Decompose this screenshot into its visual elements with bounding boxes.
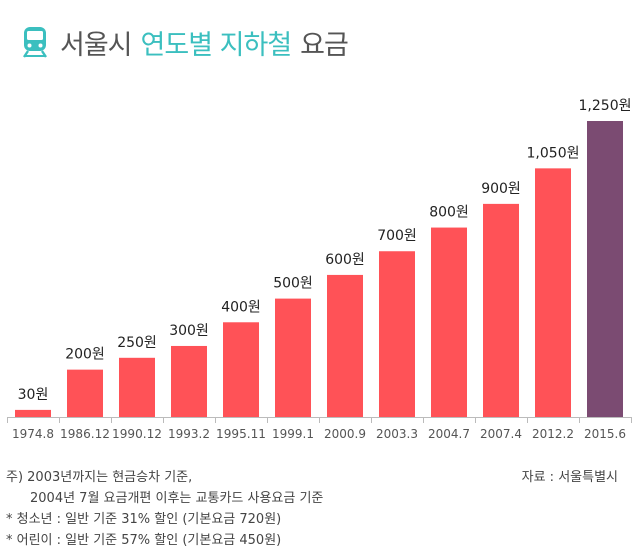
bar-1995.11 — [223, 322, 259, 417]
value-label: 30원 — [18, 387, 49, 403]
value-label: 1,050원 — [527, 145, 580, 161]
bar-1990.12 — [119, 357, 155, 417]
x-tick-label: 1990.12 — [112, 427, 162, 441]
footnote-3: * 청소년 : 일반 기준 31% 할인 (기본요금 720원) — [6, 512, 282, 527]
value-label: 200원 — [65, 347, 105, 363]
x-tick-label: 1995.11 — [216, 427, 266, 441]
bar-1986.12 — [67, 369, 103, 417]
subway-train-icon — [23, 27, 47, 58]
x-tick-label: 1999.1 — [272, 427, 314, 441]
bar-2007.4 — [483, 203, 519, 417]
bar-chart: 30원 1974.8 200원 1986.12 250원 1990.12 300원 1993.… — [7, 98, 632, 441]
bar-1993.2 — [171, 345, 207, 417]
source-note: 자료 : 서울특별시 — [521, 470, 618, 485]
value-label: 900원 — [481, 181, 521, 197]
bar-2004.7 — [431, 227, 467, 417]
x-tick-label: 2004.7 — [428, 427, 470, 441]
bar-2015.6 — [587, 121, 623, 417]
x-tick-label: 2000.9 — [324, 427, 366, 441]
value-label: 600원 — [325, 252, 365, 268]
x-tick-label: 2015.6 — [584, 427, 626, 441]
value-label: 800원 — [429, 205, 469, 221]
footnote-1: 주) 2003년까지는 현금승차 기준, — [6, 470, 193, 485]
value-label: 400원 — [221, 299, 261, 315]
value-label: 500원 — [273, 276, 313, 292]
x-tick-label: 1993.2 — [168, 427, 210, 441]
page-title: 서울시 연도별 지하철 요금 — [22, 22, 357, 62]
x-tick-label: 1986.12 — [60, 427, 110, 441]
value-label: 250원 — [117, 335, 157, 351]
title-part1: 서울시 — [60, 29, 133, 61]
value-label: 1,250원 — [579, 98, 632, 114]
value-label: 300원 — [169, 323, 209, 339]
footnote-2: 2004년 7월 요금개편 이후는 교통카드 사용요금 기준 — [30, 491, 324, 506]
title-part2: 연도별 지하철 — [140, 29, 293, 61]
x-tick-label: 2003.3 — [376, 427, 418, 441]
x-tick-label: 2007.4 — [480, 427, 522, 441]
bar-2003.3 — [379, 251, 415, 417]
bar-1974.8 — [15, 409, 51, 417]
bar-2000.9 — [327, 274, 363, 417]
title-part3: 요금 — [300, 29, 349, 61]
x-tick-label: 1974.8 — [12, 427, 54, 441]
bar-2012.2 — [535, 168, 571, 417]
bar-1999.1 — [275, 298, 311, 417]
x-tick-label: 2012.2 — [532, 427, 574, 441]
footnote-4: * 어린이 : 일반 기준 57% 할인 (기본요금 450원) — [6, 533, 282, 548]
value-label: 700원 — [377, 228, 417, 244]
